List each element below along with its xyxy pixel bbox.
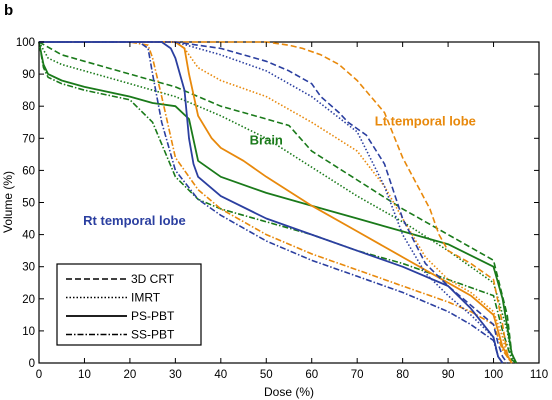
series-rt-temporal-lobe-ss-pbt bbox=[39, 41, 504, 364]
x-tick-label: 80 bbox=[396, 369, 409, 381]
x-tick-label: 50 bbox=[260, 369, 273, 381]
y-tick-label: 70 bbox=[22, 133, 35, 145]
y-tick-label: 20 bbox=[22, 294, 35, 306]
annotation-lt-temporal-lobe: Lt temporal lobe bbox=[375, 113, 476, 128]
series-layer bbox=[38, 41, 518, 364]
series-brain-ss-pbt bbox=[38, 41, 517, 364]
series-lt-temporal-lobe-3d-crt bbox=[39, 41, 513, 364]
y-tick-label: 0 bbox=[29, 358, 35, 370]
panel-label: b bbox=[4, 2, 13, 19]
x-tick-label: 100 bbox=[484, 369, 503, 381]
annotation-rt-temporal-lobe: Rt temporal lobe bbox=[83, 213, 186, 228]
annotation-brain: Brain bbox=[250, 133, 283, 148]
series-brain-3d-crt bbox=[38, 41, 518, 364]
legend-label-3d-crt: 3D CRT bbox=[131, 272, 175, 286]
x-tick-label: 90 bbox=[442, 369, 455, 381]
series-rt-temporal-lobe-ps-pbt bbox=[39, 41, 504, 364]
y-tick-label: 60 bbox=[22, 165, 35, 177]
legend-label-ps-pbt: PS-PBT bbox=[131, 309, 175, 323]
y-tick-label: 40 bbox=[22, 230, 35, 242]
y-tick-label: 10 bbox=[22, 326, 35, 338]
series-lt-temporal-lobe-ps-pbt bbox=[39, 41, 513, 364]
legend-label-imrt: IMRT bbox=[131, 291, 161, 305]
x-tick-label: 20 bbox=[124, 369, 137, 381]
x-tick-label: 30 bbox=[169, 369, 182, 381]
x-tick-label: 40 bbox=[214, 369, 227, 381]
series-brain-imrt bbox=[38, 41, 517, 364]
plot-area: 0 10 20 30 40 50 60 70 80 90 100 110 0 10 20 30 40 50 60 7… bbox=[16, 37, 548, 381]
annotations: Lt temporal lobe Brain Rt temporal lobe bbox=[83, 113, 476, 228]
y-axis-label: Volume (%) bbox=[1, 171, 15, 233]
y-tick-label: 80 bbox=[22, 101, 35, 113]
x-tick-label: 60 bbox=[305, 369, 318, 381]
series-rt-temporal-lobe-imrt bbox=[39, 41, 504, 364]
y-axis-ticks: 0 10 20 30 40 50 60 70 80 90 100 bbox=[16, 37, 539, 370]
y-tick-label: 30 bbox=[22, 262, 35, 274]
x-tick-label: 10 bbox=[78, 369, 91, 381]
series-brain-ps-pbt bbox=[38, 41, 518, 364]
x-tick-label: 110 bbox=[530, 369, 548, 381]
legend-box bbox=[56, 263, 202, 346]
x-tick-label: 70 bbox=[351, 369, 364, 381]
legend-label-ss-pbt: SS-PBT bbox=[131, 328, 175, 342]
series-rt-temporal-lobe-3d-crt bbox=[39, 41, 508, 364]
x-tick-label: 0 bbox=[36, 369, 42, 381]
x-axis-ticks: 0 10 20 30 40 50 60 70 80 90 100 110 bbox=[36, 42, 548, 381]
x-axis-label: Dose (%) bbox=[264, 385, 314, 399]
y-tick-label: 90 bbox=[22, 69, 35, 81]
y-tick-label: 100 bbox=[16, 37, 35, 49]
legend: 3D CRT IMRT PS-PBT SS-PBT bbox=[56, 263, 202, 346]
y-tick-label: 50 bbox=[22, 198, 35, 210]
series-lt-temporal-lobe-ss-pbt bbox=[39, 41, 513, 364]
